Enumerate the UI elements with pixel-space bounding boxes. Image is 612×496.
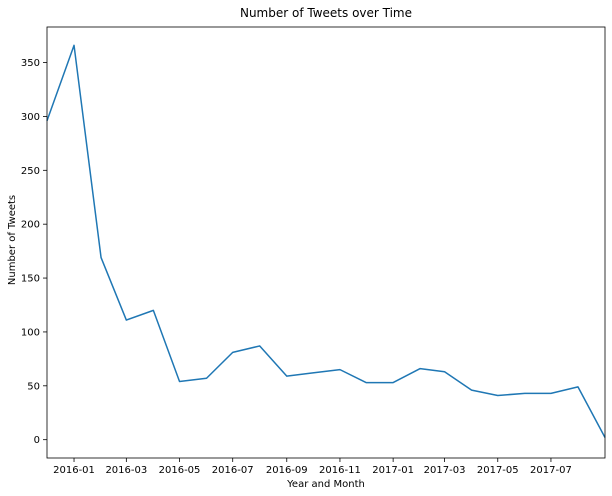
data-point	[125, 319, 128, 322]
data-point	[419, 367, 422, 370]
x-tick-label: 2017-07	[530, 465, 572, 476]
x-tick-label: 2017-01	[372, 465, 414, 476]
y-tick-label: 50	[27, 381, 40, 392]
x-tick-label: 2016-11	[319, 465, 361, 476]
data-point	[496, 394, 499, 397]
y-tick-label: 300	[21, 112, 40, 123]
data-point	[392, 381, 395, 384]
y-tick-label: 150	[21, 274, 40, 285]
x-tick-label: 2016-07	[212, 465, 254, 476]
x-tick-label: 2016-01	[53, 465, 95, 476]
data-point	[311, 371, 314, 374]
y-tick-label: 100	[21, 327, 40, 338]
plot-area: 0 50 100 150 200 250 300 350 2016-01 2016-03 2016-…	[21, 26, 606, 476]
data-point	[470, 389, 473, 392]
chart-title: Number of Tweets over Time	[240, 6, 412, 20]
y-axis-label: Number of Tweets	[7, 195, 18, 285]
y-tick-label: 0	[34, 435, 40, 446]
data-point	[231, 351, 234, 354]
plot-frame	[46, 26, 606, 459]
data-point	[576, 385, 579, 388]
x-axis-label: Year and Month	[286, 479, 365, 490]
x-tick-label: 2017-05	[477, 465, 519, 476]
y-tick-label: 200	[21, 220, 40, 231]
data-point	[205, 377, 208, 380]
data-point	[73, 44, 76, 47]
x-tick-label: 2016-03	[105, 465, 147, 476]
data-point	[443, 370, 446, 373]
y-tick-label: 350	[21, 58, 40, 69]
data-point	[523, 392, 526, 395]
data-point	[285, 375, 288, 378]
x-tick-label: 2016-09	[266, 465, 308, 476]
series-line-0	[46, 44, 606, 438]
data-point	[152, 309, 155, 312]
y-tick-label: 250	[21, 166, 40, 177]
data-point	[338, 368, 341, 371]
x-tick-label: 2017-03	[424, 465, 466, 476]
data-point	[549, 392, 552, 395]
x-tick-label: 2016-05	[159, 465, 201, 476]
data-point	[178, 380, 181, 383]
data-point	[100, 256, 103, 259]
data-point	[365, 381, 368, 384]
data-point	[258, 344, 261, 347]
